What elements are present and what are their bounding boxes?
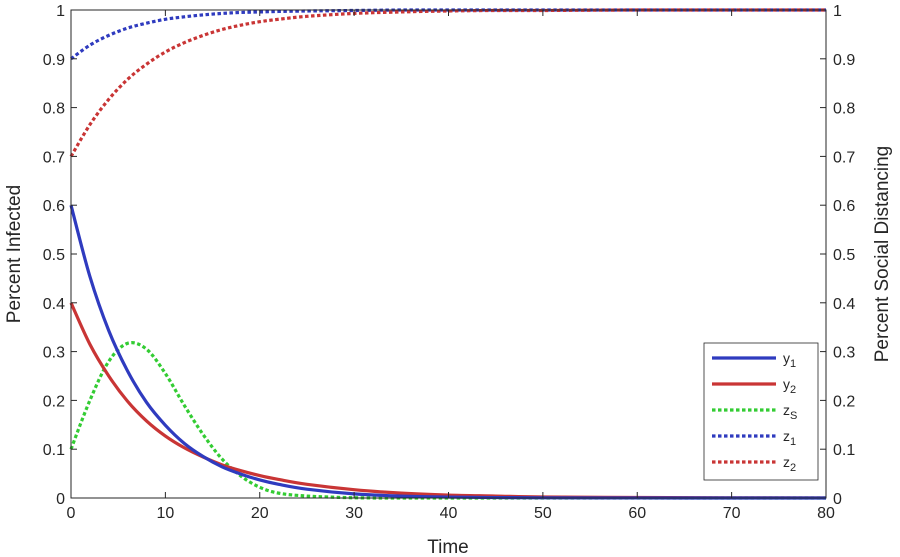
- y-tick-label-right: 0.4: [833, 296, 855, 313]
- y-tick-label-right: 0.3: [833, 345, 855, 362]
- plot-background: [71, 10, 826, 498]
- y-tick-label-left: 0.6: [43, 198, 65, 215]
- x-tick-label: 10: [156, 505, 174, 522]
- legend-label-subscript: 2: [790, 384, 796, 396]
- y-tick-label-right: 0: [833, 491, 842, 508]
- x-tick-label: 20: [251, 505, 269, 522]
- legend-label-subscript: 1: [790, 358, 796, 370]
- legend-label-main: z: [783, 454, 790, 470]
- y-tick-label-left: 1: [56, 3, 65, 20]
- legend-label-subscript: 2: [790, 462, 796, 474]
- y-tick-label-left: 0.8: [43, 101, 65, 118]
- y-tick-label-left: 0: [56, 491, 65, 508]
- y-ticks-right: 0 0.1 0.2 0.3 0.4 0.5 0.6 0.7 0.8 0.9 1: [820, 3, 855, 508]
- x-tick-label: 50: [534, 505, 552, 522]
- x-tick-label: 80: [817, 505, 835, 522]
- y-tick-label-right: 0.6: [833, 198, 855, 215]
- x-tick-label: 0: [67, 505, 76, 522]
- y-tick-label-right: 0.5: [833, 247, 855, 264]
- legend-label-y1: y1: [783, 350, 796, 370]
- legend-label-zS: zS: [783, 402, 797, 422]
- x-tick-label: 70: [723, 505, 741, 522]
- y-tick-label-left: 0.3: [43, 345, 65, 362]
- x-ticks: 0 10 20 30 40 50 60 70 80: [67, 10, 835, 522]
- y-tick-label-left: 0.7: [43, 149, 65, 166]
- legend-label-main: z: [783, 402, 790, 418]
- x-tick-label: 60: [628, 505, 646, 522]
- legend-label-main: y: [783, 376, 790, 392]
- x-tick-label: 30: [345, 505, 363, 522]
- y-tick-label-left: 0.1: [43, 442, 65, 459]
- y-tick-label-right: 0.2: [833, 393, 855, 410]
- x-tick-label: 40: [440, 505, 458, 522]
- legend-label-z1: z1: [783, 428, 796, 448]
- y-tick-label-left: 0.2: [43, 393, 65, 410]
- y-tick-label-left: 0.9: [43, 52, 65, 69]
- y-tick-label-right: 0.7: [833, 149, 855, 166]
- y-axis-label-left: Percent Infected: [4, 185, 25, 323]
- y-tick-label-right: 1: [833, 3, 842, 20]
- y-tick-label-right: 0.1: [833, 442, 855, 459]
- y-tick-label-left: 0.4: [43, 296, 65, 313]
- x-axis-label: Time: [427, 537, 469, 557]
- legend-label-z2: z2: [783, 454, 796, 474]
- legend-label-main: y: [783, 350, 790, 366]
- y-tick-label-right: 0.8: [833, 101, 855, 118]
- legend-label-main: z: [783, 428, 790, 444]
- legend-label-y2: y2: [783, 376, 796, 396]
- y-axis-label-right: Percent Social Distancing: [872, 146, 893, 363]
- legend-label-subscript: S: [790, 410, 797, 422]
- y-tick-label-left: 0.5: [43, 247, 65, 264]
- y-tick-label-right: 0.9: [833, 52, 855, 69]
- y-ticks-left: 0 0.1 0.2 0.3 0.4 0.5 0.6 0.7 0.8 0.9 1: [43, 3, 77, 508]
- legend-label-subscript: 1: [790, 436, 796, 448]
